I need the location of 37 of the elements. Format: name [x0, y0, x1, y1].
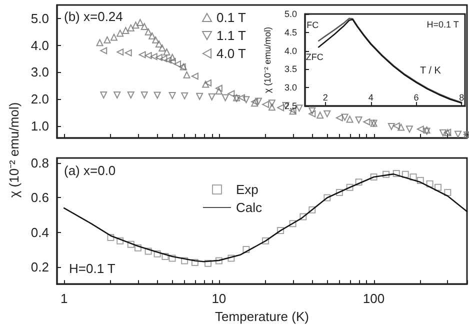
y-tick-label: 4.5 — [284, 27, 297, 38]
legend-label: 4.0 T — [216, 46, 246, 61]
annotation: (a) x=0.0 — [64, 163, 116, 178]
y-tick-label: 3.0 — [30, 64, 49, 80]
x-tick-label: 8 — [459, 92, 464, 102]
x-tick-label: 2 — [322, 92, 328, 102]
x-axis-title: T / K — [420, 66, 442, 76]
y-tick-label: 0.6 — [30, 190, 49, 206]
y-tick-label: 4.0 — [284, 46, 297, 56]
legend-label: Calc — [236, 200, 263, 215]
annotation: H=0.1 T — [69, 261, 116, 276]
x-tick-label: 4 — [368, 92, 374, 102]
x-tick-label: 6 — [414, 92, 419, 102]
y-tick-label: 0.4 — [30, 224, 49, 240]
y-tick-label: 2.0 — [30, 92, 49, 107]
x-tick-label: 10 — [212, 291, 226, 306]
y-tick-label: 4.0 — [30, 38, 49, 53]
y-axis-title: χ (10⁻² emu/mol) — [6, 102, 22, 198]
annotation: H=0.1 T — [426, 20, 460, 30]
y-tick-label: 2.5 — [284, 101, 297, 111]
y-tick-label: 5.0 — [30, 10, 49, 26]
x-axis-title: Temperature (K) — [215, 309, 309, 324]
y-tick-label: 0.2 — [30, 259, 49, 274]
series-label: FC — [306, 20, 320, 30]
x-tick-label: 100 — [362, 291, 385, 306]
y-axis-title: χ (10⁻² emu/mol) — [262, 26, 272, 94]
legend-label: Exp — [236, 182, 258, 197]
x-tick-label: 1 — [60, 291, 68, 306]
annotation: (b) x=0.24 — [64, 9, 123, 24]
series-label: ZFC — [306, 52, 324, 62]
y-tick-label: 3.5 — [284, 64, 297, 74]
legend-label: 0.1 T — [216, 10, 246, 25]
y-tick-label: 0.8 — [30, 156, 49, 171]
legend-label: 1.1 T — [216, 28, 246, 43]
y-tick-label: 5.0 — [284, 9, 297, 19]
y-tick-label: 1.0 — [30, 118, 49, 134]
y-tick-label: 3.0 — [284, 82, 297, 93]
